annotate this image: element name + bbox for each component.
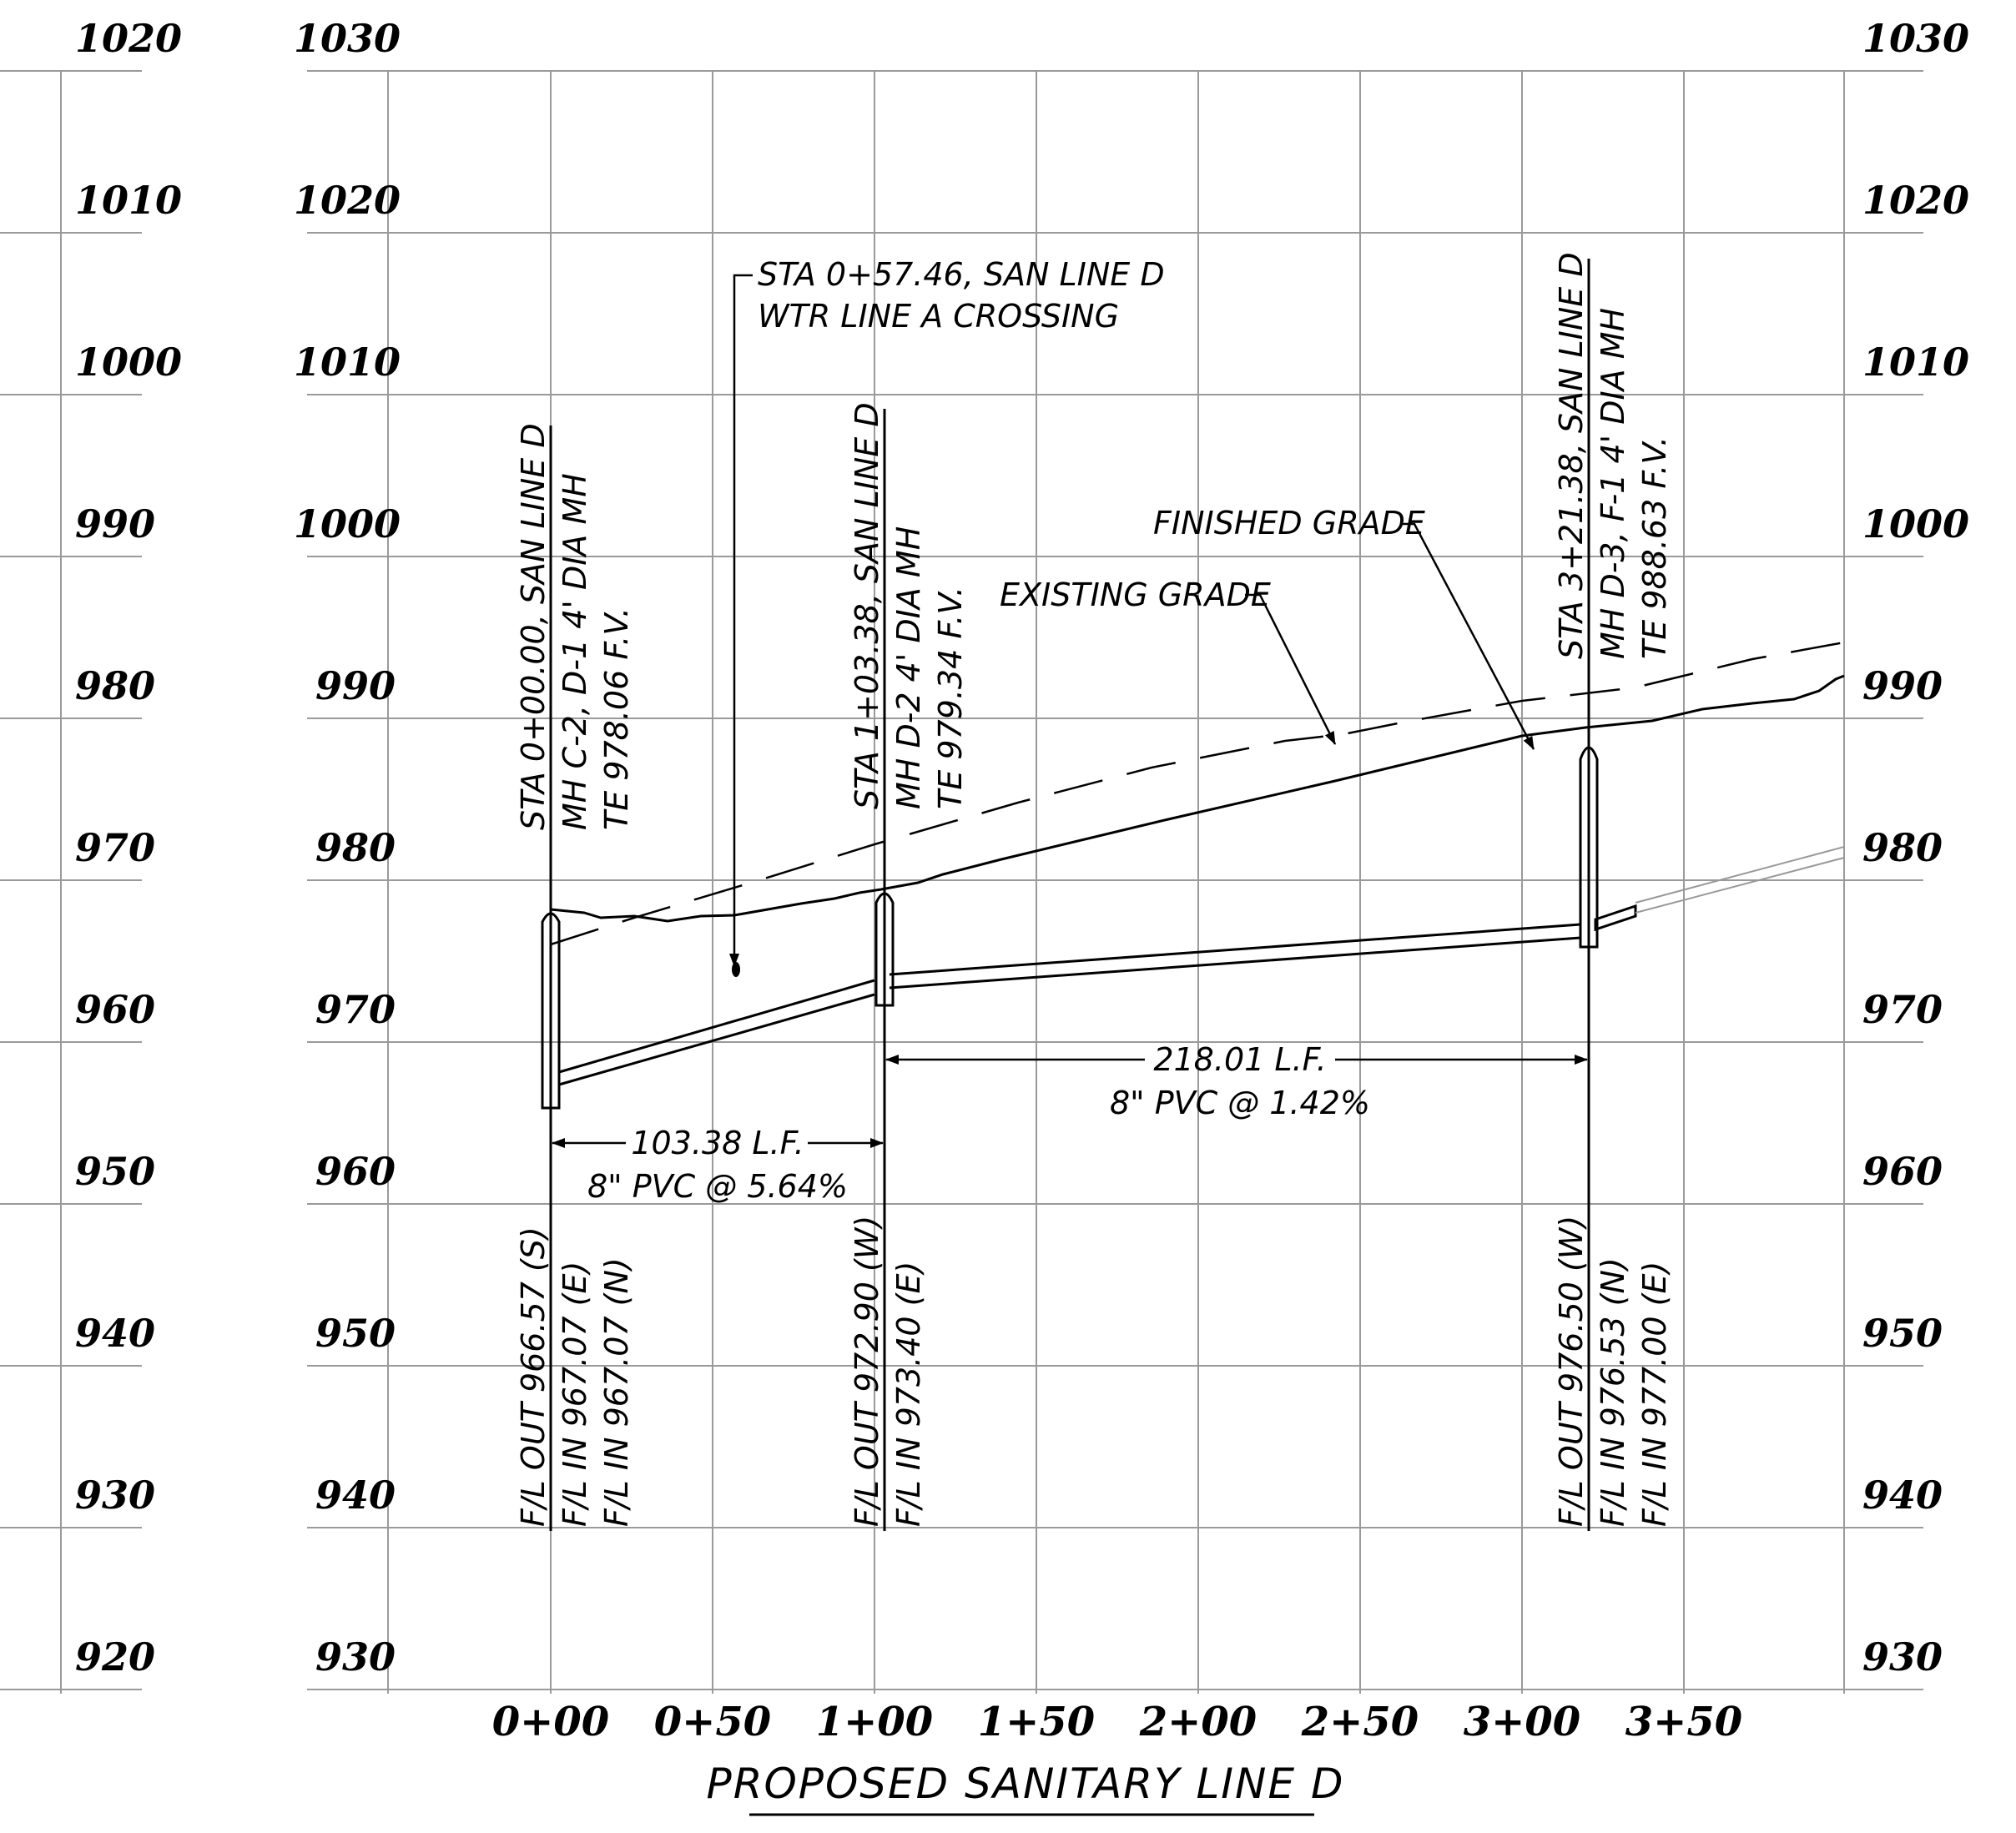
existing-grade-line xyxy=(550,641,1845,946)
finished-grade-line xyxy=(550,674,1845,923)
water-crossing-callout: STA 0+57.46, SAN LINE D WTR LINE A CROSS… xyxy=(729,256,1165,977)
drawing-title: PROPOSED SANITARY LINE D xyxy=(707,1760,1345,1816)
station-label: 0+50 xyxy=(654,1699,771,1745)
dimension-pipe-2: 218.01 L.F. 8" PVC @ 1.42% xyxy=(885,1041,1588,1121)
elevation-label: 1020 xyxy=(1862,178,1969,223)
manhole-station-label: STA 1+03.38, SAN LINE D xyxy=(849,402,885,809)
manhole-id-label: MH D-3, F-1 4' DIA MH xyxy=(1595,308,1631,659)
station-labels: 0+00 0+50 1+00 1+50 2+00 2+50 3+00 3+50 xyxy=(492,1699,1742,1745)
station-label: 2+00 xyxy=(1139,1699,1257,1745)
elevation-label: 930 xyxy=(1862,1634,1943,1679)
elevation-label: 950 xyxy=(75,1149,155,1194)
manhole-d2-labels: STA 1+03.38, SAN LINE D MH D-2 4' DIA MH… xyxy=(849,402,969,809)
flowline-label: F/L IN 967.07 (E) xyxy=(557,1261,593,1527)
elevation-label: 980 xyxy=(1862,825,1943,870)
elevation-label: 1010 xyxy=(1862,340,1969,385)
pipe-length-label: 103.38 L.F. xyxy=(631,1125,804,1161)
pipe-spec-label: 8" PVC @ 1.42% xyxy=(1110,1085,1370,1121)
station-label: 0+00 xyxy=(492,1699,609,1745)
pipe-segment-2 xyxy=(889,923,1581,990)
elevation-label: 1030 xyxy=(294,16,401,61)
pipe-spec-label: 8" PVC @ 5.64% xyxy=(587,1168,848,1205)
station-label: 3+00 xyxy=(1464,1699,1580,1745)
flowline-label: F/L IN 976.53 (N) xyxy=(1595,1257,1631,1527)
flowline-label: F/L OUT 972.90 (W) xyxy=(849,1216,885,1527)
elevation-label: 1010 xyxy=(75,178,182,223)
outer-left-elevation-labels: 1020 1010 1000 990 980 970 960 950 940 9… xyxy=(75,16,182,1679)
manhole-d3-flowlines: F/L OUT 976.50 (W) F/L IN 976.53 (N) F/L… xyxy=(1553,1216,1673,1527)
manhole-station-label: STA 0+00.00, SAN LINE D xyxy=(515,423,552,830)
elevation-label: 940 xyxy=(75,1311,155,1356)
existing-grade-callout: EXISTING GRADE xyxy=(1000,577,1337,745)
flowline-label: F/L OUT 976.50 (W) xyxy=(1553,1216,1590,1527)
elevation-label: 960 xyxy=(1862,1149,1943,1194)
existing-grade-label: EXISTING GRADE xyxy=(1000,577,1271,613)
elevation-label: 1000 xyxy=(294,501,401,546)
finished-grade-label: FINISHED GRADE xyxy=(1153,505,1425,541)
elevation-label: 920 xyxy=(75,1634,155,1679)
dimension-pipe-1: 103.38 L.F. 8" PVC @ 5.64% xyxy=(552,1125,884,1205)
elevation-label: 970 xyxy=(1862,987,1943,1032)
elevation-label: 980 xyxy=(75,663,155,708)
elevation-label: 990 xyxy=(315,663,396,708)
elevation-label: 960 xyxy=(315,1149,396,1194)
elevation-label: 1020 xyxy=(294,178,401,223)
pipe-length-label: 218.01 L.F. xyxy=(1153,1041,1326,1078)
station-label: 1+00 xyxy=(816,1699,933,1745)
right-elevation-labels: 1030 1020 1010 1000 990 980 970 960 950 … xyxy=(1862,16,1969,1679)
manhole-d3 xyxy=(1579,259,1599,1531)
manhole-d2 xyxy=(874,409,895,1531)
flowline-label: F/L IN 977.00 (E) xyxy=(1636,1261,1673,1527)
flowline-label: F/L IN 967.07 (N) xyxy=(598,1257,635,1527)
manhole-id-label: MH D-2 4' DIA MH xyxy=(890,526,927,809)
elevation-label: 1000 xyxy=(75,340,182,385)
elevation-label: 930 xyxy=(75,1473,155,1518)
elevation-label: 1000 xyxy=(1862,501,1969,546)
pipe-segment-3 xyxy=(1594,846,1845,932)
station-label: 3+50 xyxy=(1625,1699,1742,1745)
elevation-label: 930 xyxy=(315,1634,396,1679)
crossing-desc-label: WTR LINE A CROSSING xyxy=(758,298,1119,335)
manhole-d1-flowlines: F/L OUT 966.57 (S) F/L IN 967.07 (E) F/L… xyxy=(515,1226,635,1527)
elevation-label: 970 xyxy=(75,825,155,870)
manhole-d2-flowlines: F/L OUT 972.90 (W) F/L IN 973.40 (E) xyxy=(849,1216,927,1527)
manhole-d1 xyxy=(541,426,561,1531)
title-text: PROPOSED SANITARY LINE D xyxy=(707,1760,1345,1808)
elevation-label: 1010 xyxy=(294,340,401,385)
flowline-label: F/L OUT 966.57 (S) xyxy=(515,1226,552,1527)
manhole-id-label: MH C-2, D-1 4' DIA MH xyxy=(557,473,593,830)
flowline-label: F/L IN 973.40 (E) xyxy=(890,1261,927,1527)
manhole-d3-labels: STA 3+21.38, SAN LINE D MH D-3, F-1 4' D… xyxy=(1553,252,1673,659)
elevation-label: 960 xyxy=(75,987,155,1032)
elevation-label: 1020 xyxy=(75,16,182,61)
manhole-te-label: TE 979.34 F.V. xyxy=(932,587,969,809)
grid xyxy=(0,70,1923,1694)
manhole-d1-labels: STA 0+00.00, SAN LINE D MH C-2, D-1 4' D… xyxy=(515,423,635,830)
elevation-label: 990 xyxy=(1862,663,1943,708)
elevation-label: 980 xyxy=(315,825,396,870)
elevation-label: 970 xyxy=(315,987,396,1032)
elevation-label: 950 xyxy=(315,1311,396,1356)
elevation-label: 950 xyxy=(1862,1311,1943,1356)
crossing-station-label: STA 0+57.46, SAN LINE D xyxy=(758,256,1165,293)
station-label: 2+50 xyxy=(1301,1699,1419,1745)
manhole-station-label: STA 3+21.38, SAN LINE D xyxy=(1553,252,1590,659)
left-elevation-labels: 1030 1020 1010 1000 990 980 970 960 950 … xyxy=(294,16,401,1679)
elevation-label: 940 xyxy=(315,1473,396,1518)
elevation-label: 990 xyxy=(75,501,155,546)
elevation-label: 940 xyxy=(1862,1473,1943,1518)
finished-grade-callout: FINISHED GRADE xyxy=(1153,505,1535,750)
manhole-te-label: TE 988.63 F.V. xyxy=(1636,436,1673,659)
station-label: 1+50 xyxy=(978,1699,1095,1745)
elevation-label: 1030 xyxy=(1862,16,1969,61)
pipe-segment-1 xyxy=(558,979,875,1086)
manhole-te-label: TE 978.06 F.V. xyxy=(598,607,635,830)
